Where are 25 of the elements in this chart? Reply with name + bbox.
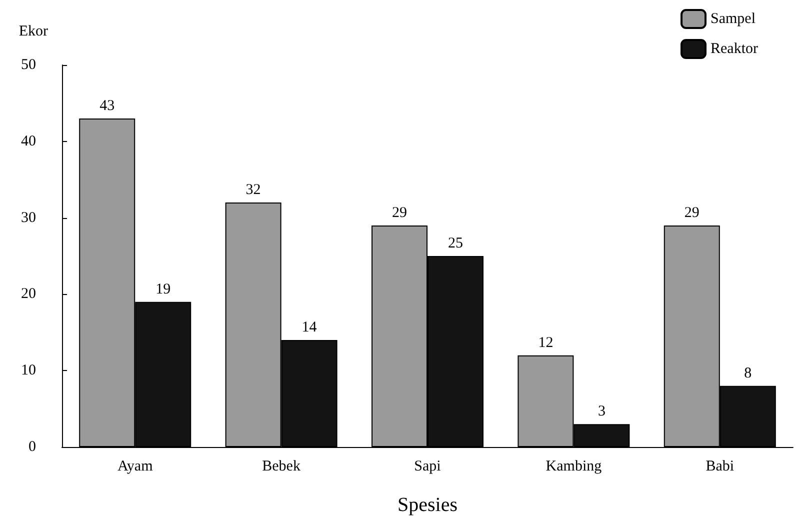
data-label: 14 [302, 320, 318, 336]
legend-label: Sampel [710, 11, 756, 27]
x-tick-label: Sapi [414, 458, 441, 474]
data-label: 8 [744, 365, 752, 382]
y-tick-label: 20 [21, 286, 36, 302]
x-axis-title: Spesies [398, 494, 458, 516]
x-tick-label: Babi [706, 458, 734, 474]
data-label: 29 [684, 204, 700, 221]
data-label: 3 [598, 404, 606, 420]
data-label: 25 [448, 236, 463, 252]
data-label: 29 [392, 204, 407, 221]
legend-label: Reaktor [710, 41, 758, 57]
data-label: 19 [156, 281, 171, 298]
x-tick-label: Bebek [262, 458, 301, 474]
y-tick-label: 30 [21, 210, 36, 226]
y-tick-label: 40 [21, 133, 36, 150]
x-tick-label: Ayam [117, 458, 154, 474]
y-tick-label: 0 [28, 439, 36, 455]
data-label: 43 [100, 98, 115, 114]
x-tick-label: Kambing [546, 458, 602, 474]
y-tick-label: 10 [21, 362, 36, 379]
data-label: 12 [538, 334, 554, 351]
data-label: 32 [246, 182, 261, 198]
y-tick-label: 50 [21, 57, 36, 73]
y-axis-title: Ekor [18, 24, 48, 40]
